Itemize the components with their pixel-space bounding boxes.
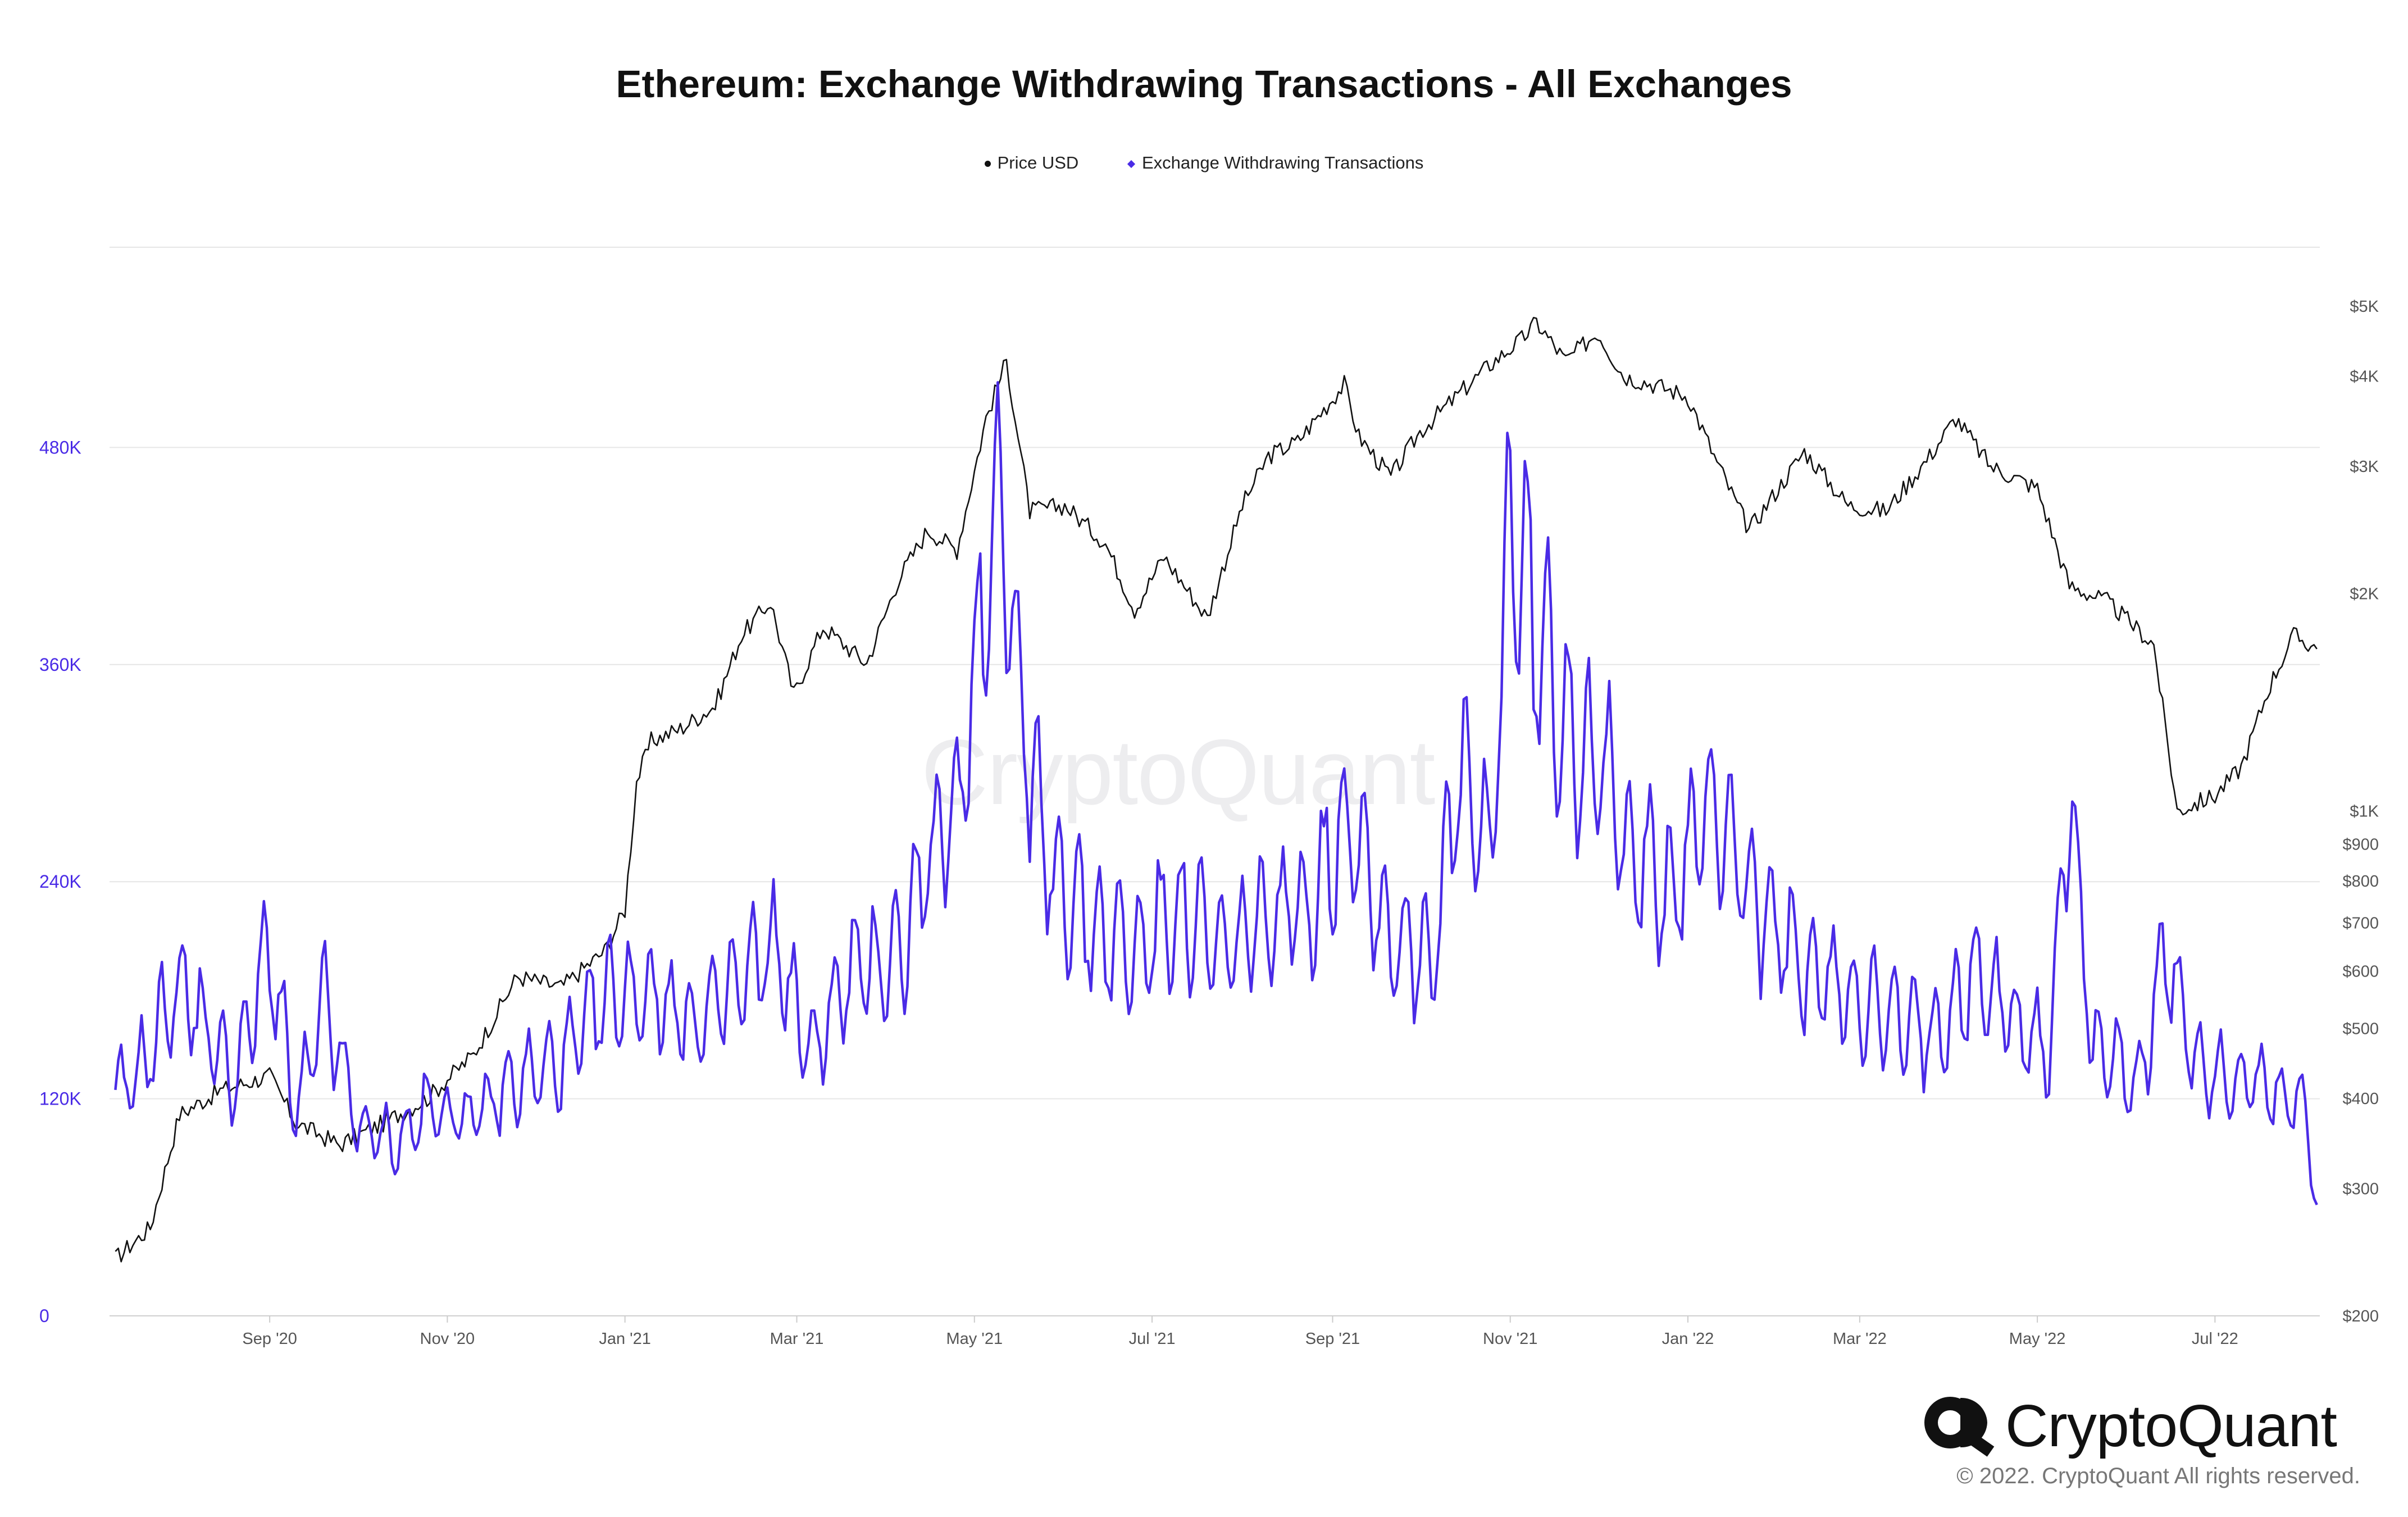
right-axis-tick-label: $800: [2342, 873, 2379, 891]
x-axis-tick-label: Nov '21: [1483, 1330, 1537, 1348]
right-axis: $200 $300 $400 $500 $600 $700 $800 $900 $1K $2K $3…: [2342, 298, 2379, 1325]
legend-dot-icon: [984, 161, 991, 167]
right-axis-tick-label: $1K: [2350, 803, 2379, 821]
x-axis-tick-label: Sep '21: [1305, 1330, 1360, 1348]
right-axis-tick-label: $500: [2342, 1020, 2379, 1038]
x-axis-tick-label: Mar '21: [770, 1330, 824, 1348]
brand-logo: CryptoQuant: [1921, 1388, 2370, 1461]
right-axis-tick-label: $300: [2342, 1180, 2379, 1198]
left-axis-tick-label: 0: [39, 1306, 49, 1326]
legend-item-price[interactable]: Price USD: [984, 153, 1079, 173]
x-axis-tick-label: May '22: [2009, 1330, 2066, 1348]
x-axis-tick-label: Sep '20: [242, 1330, 297, 1348]
right-axis-tick-label: $3K: [2350, 458, 2379, 476]
legend-item-withdrawing[interactable]: Exchange Withdrawing Transactions: [1127, 153, 1424, 173]
legend-label-price: Price USD: [997, 153, 1079, 172]
brand-name: CryptoQuant: [2005, 1393, 2337, 1459]
left-axis-tick-label: 240K: [39, 871, 81, 892]
right-axis-tick-label: $900: [2342, 835, 2379, 853]
x-axis-tick-label: Jan '22: [1662, 1330, 1714, 1348]
series-layer: [114, 317, 2318, 1262]
x-axis-tick-label: Jul '22: [2192, 1330, 2238, 1348]
left-axis-tick-label: 480K: [39, 437, 81, 457]
chart-title: Ethereum: Exchange Withdrawing Transacti…: [616, 62, 1792, 106]
right-axis-tick-label: $5K: [2350, 298, 2379, 316]
left-axis-tick-label: 360K: [39, 655, 81, 675]
right-axis-tick-label: $2K: [2350, 585, 2379, 603]
grid-lines: [110, 247, 2320, 1316]
copyright-text: © 2022. CryptoQuant All rights reserved.: [1956, 1464, 2360, 1488]
x-axis-tick-label: May '21: [946, 1330, 1003, 1348]
right-axis-tick-label: $200: [2342, 1307, 2379, 1325]
chart-legend: Price USD Exchange Withdrawing Transacti…: [0, 153, 2408, 173]
watermark: CryptoQuant: [921, 720, 1435, 824]
x-axis-tick-label: Jan '21: [599, 1330, 651, 1348]
right-axis-tick-label: $600: [2342, 963, 2379, 981]
price-usd-line: [115, 317, 2318, 1262]
right-axis-tick-label: $4K: [2350, 368, 2379, 386]
exchange-withdrawing-line: [114, 381, 2318, 1206]
left-axis-tick-label: 120K: [39, 1089, 81, 1109]
x-axis: Sep '20 Nov '20 Jan '21 Mar '21 May '21 Jul '…: [242, 1316, 2238, 1348]
x-axis-tick-label: Mar '22: [1833, 1330, 1887, 1348]
legend-label-withdrawing: Exchange Withdrawing Transactions: [1141, 153, 1424, 172]
x-axis-tick-label: Jul '21: [1129, 1330, 1176, 1348]
x-axis-tick-label: Nov '20: [420, 1330, 475, 1348]
right-axis-tick-label: $400: [2342, 1090, 2379, 1108]
right-axis-tick-label: $700: [2342, 915, 2379, 933]
cryptoquant-logo-icon: [1924, 1397, 1995, 1457]
left-axis: 0 120K 240K 360K 480K: [39, 437, 81, 1326]
